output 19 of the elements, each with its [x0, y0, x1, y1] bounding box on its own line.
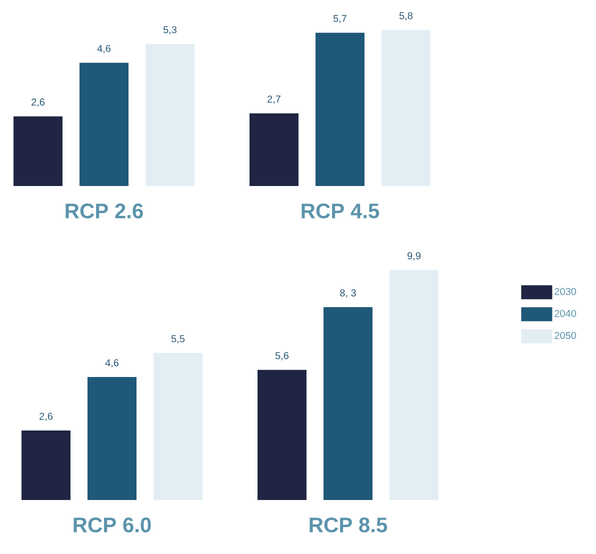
text: RCP 8.5	[310, 518, 388, 532]
legend-label: 2050	[554, 332, 576, 340]
data-label: 4,6	[97, 44, 111, 54]
data-label: 5,3	[163, 26, 177, 34]
legend-label: 2030	[554, 288, 576, 296]
data-label: 5,8	[399, 12, 413, 20]
data-label: 9,9	[408, 252, 420, 260]
text: RCP 2.6	[66, 204, 143, 218]
data-label: 8, 3	[340, 289, 356, 298]
data-label: 4,6	[105, 359, 119, 368]
data-label: 2,6	[40, 412, 53, 421]
text: RCP 4.5	[302, 204, 380, 218]
data-label: 5,6	[275, 352, 289, 360]
data-label: 2,6	[32, 98, 45, 107]
legend-label: 2040	[554, 310, 576, 318]
data-label: 5,5	[171, 335, 185, 344]
text: RCP 6.0	[74, 518, 151, 532]
data-label: 5,7	[333, 14, 346, 24]
data-label: 2,7	[268, 96, 280, 104]
